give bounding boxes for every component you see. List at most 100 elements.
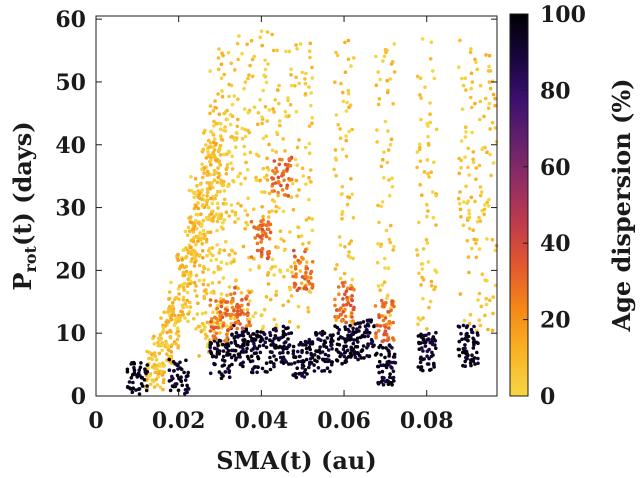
scatter-point [180,383,184,388]
scatter-point [190,257,194,261]
scatter-point [469,363,473,368]
scatter-point [225,262,229,266]
scatter-point [274,289,279,294]
scatter-point [221,349,226,353]
scatter-point [361,344,366,348]
scatter-point [201,228,206,233]
x-tick-label: 0.02 [152,408,206,434]
scatter-point [181,298,186,302]
scatter-point [423,85,427,89]
scatter-point [208,298,213,302]
scatter-point [307,365,311,370]
scatter-point [222,152,226,157]
scatter-point [210,201,215,206]
scatter-point [338,276,343,281]
scatter-point [260,227,265,232]
scatter-point [464,355,468,360]
scatter-point [169,280,173,285]
scatter-point [209,212,214,216]
scatter-point [271,48,276,53]
scatter-point [336,331,341,336]
scatter-point [490,328,495,333]
scatter-point [362,334,367,339]
scatter-point [219,313,223,317]
scatter-point [262,73,266,78]
scatter-point [264,134,269,138]
scatter-point [136,373,140,378]
scatter-point [241,347,245,352]
scatter-point [323,340,328,345]
scatter-point [152,334,156,339]
scatter-point [212,124,216,128]
scatter-point [379,164,384,169]
scatter-point [333,303,337,308]
scatter-point [384,332,389,337]
scatter-point [260,115,264,119]
scatter-point [419,367,423,372]
scatter-point [300,371,305,376]
scatter-point [375,140,379,144]
scatter-point [132,368,137,373]
scatter-point [383,266,387,270]
scatter-point [239,204,243,208]
scatter-point [234,356,238,361]
scatter-point [297,354,302,359]
scatter-point [270,189,275,193]
scatter-point [335,342,340,347]
scatter-point [289,294,294,298]
scatter-point [185,383,189,388]
scatter-point [202,327,206,332]
scatter-point [303,145,308,150]
scatter-point [386,337,391,342]
scatter-point [482,114,486,119]
scatter-point [457,201,462,206]
scatter-point [284,326,288,331]
scatter-point [212,140,216,145]
scatter-point [219,137,224,142]
scatter-point [208,340,213,345]
scatter-point [464,351,468,356]
scatter-point [278,119,282,123]
colorbar-tick-label: 80 [540,78,571,104]
scatter-point [181,248,186,252]
scatter-point [285,183,290,188]
scatter-point [211,109,216,113]
scatter-point [349,64,353,68]
scatter-point [159,316,163,320]
scatter-point [252,54,256,59]
scatter-point [348,103,353,107]
scatter-point [125,370,130,374]
scatter-point [215,219,220,224]
scatter-point [205,253,209,258]
scatter-point [380,283,385,287]
scatter-point [127,386,132,390]
scatter-point [216,216,221,220]
scatter-point [369,341,374,346]
scatter-point [480,272,485,277]
scatter-point [236,321,240,325]
scatter-point [465,331,469,336]
scatter-point [289,362,294,366]
scatter-point [230,114,235,119]
scatter-point [219,62,224,67]
scatter-point [465,324,470,328]
scatter-point [419,341,423,345]
scatter-point [428,368,432,372]
scatter-point [248,290,252,295]
scatter-point [231,178,235,183]
scatter-point [432,160,436,165]
scatter-point [459,166,463,170]
scatter-point [349,177,353,181]
scatter-point [225,336,230,340]
scatter-point [275,169,279,174]
scatter-point [260,223,265,228]
scatter-point [195,184,199,188]
scatter-point [335,314,339,319]
scatter-point [232,353,236,358]
scatter-point [229,203,234,207]
scatter-point [427,305,431,310]
scatter-point [279,183,283,188]
scatter-point [278,123,282,128]
scatter-point [293,282,298,287]
scatter-point [285,268,290,273]
